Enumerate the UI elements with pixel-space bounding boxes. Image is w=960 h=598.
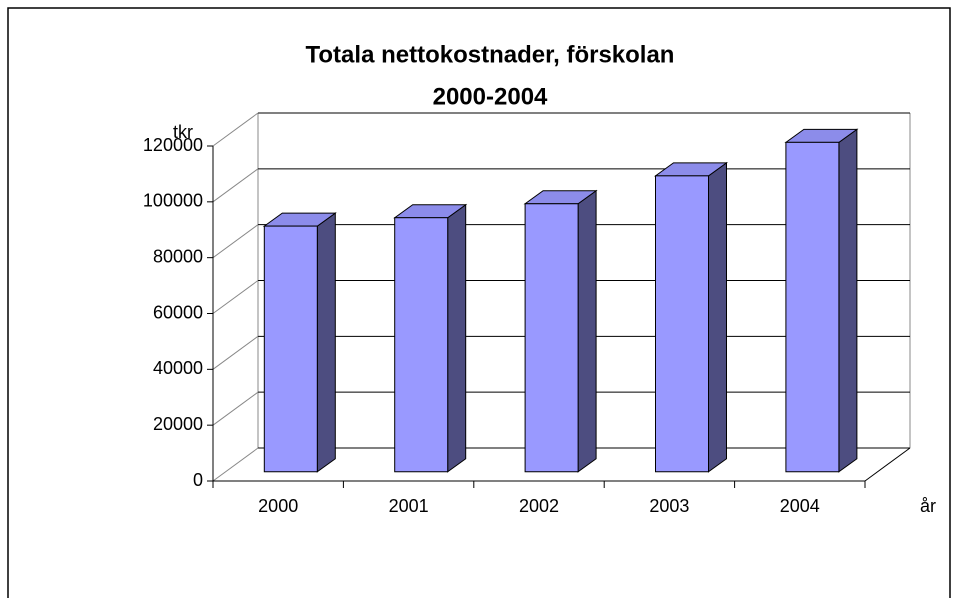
grid-line-side: [212, 112, 259, 147]
bar-side: [708, 161, 727, 473]
bar-side: [838, 128, 858, 473]
grid-line-side: [212, 224, 259, 259]
y-tick-label: 100000: [143, 191, 203, 211]
bar: [263, 225, 318, 473]
y-tick-label: 40000: [153, 358, 203, 378]
chart-title: 2000-2004: [433, 83, 548, 110]
grid-line-side: [212, 280, 259, 314]
grid-line-side: [212, 391, 259, 426]
bar-side: [577, 189, 597, 473]
x-tick-label: 2003: [649, 496, 689, 516]
bar-side: [316, 212, 336, 473]
x-axis-label: år: [920, 496, 936, 516]
floor-right: [864, 447, 911, 482]
x-tick-label: 2001: [389, 496, 429, 516]
bar: [655, 175, 709, 473]
grid-line-side: [212, 335, 259, 370]
chart-title: Totala nettokostnader, förskolan: [306, 41, 675, 68]
x-tick-label: 2002: [519, 496, 559, 516]
bar: [524, 203, 579, 473]
y-axis-label: tkr: [173, 122, 193, 142]
y-tick-label: 60000: [153, 302, 203, 322]
y-tick-label: 120000: [143, 135, 203, 155]
y-tick-label: 0: [193, 470, 203, 490]
x-tick-label: 2000: [258, 496, 298, 516]
y-tick-label: 20000: [153, 414, 203, 434]
y-tick-label: 80000: [153, 246, 203, 266]
bar-side: [447, 203, 467, 473]
bar: [394, 217, 449, 473]
grid-line-side: [212, 447, 259, 482]
grid-line-side: [212, 168, 259, 203]
bar: [785, 141, 840, 473]
x-tick-label: 2004: [780, 496, 820, 516]
